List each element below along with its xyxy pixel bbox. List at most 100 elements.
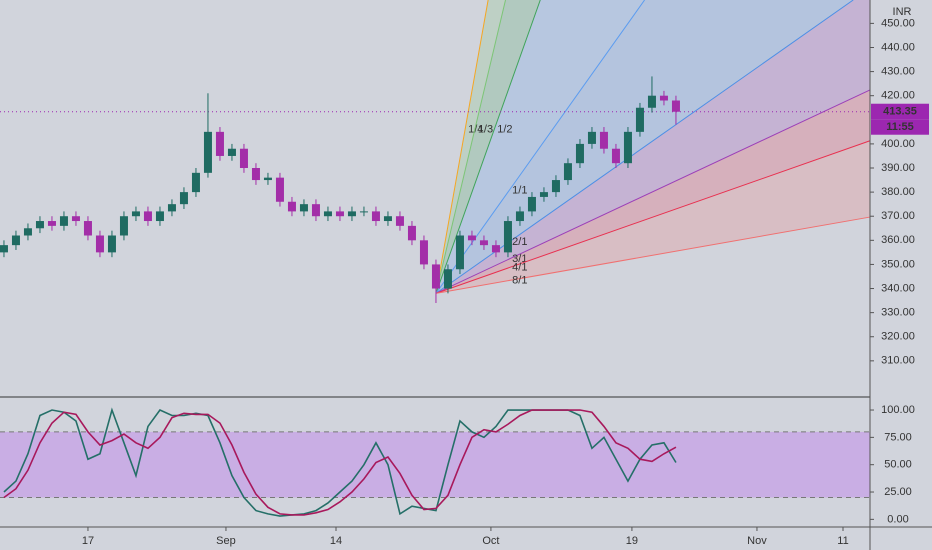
candle-body — [263, 177, 272, 181]
candle-body — [275, 177, 284, 202]
y-tick-label: 370.00 — [881, 210, 915, 222]
fan-label: 3/1 — [512, 253, 527, 265]
candle-body — [395, 216, 404, 226]
candle-body — [443, 269, 452, 289]
fan-label: 1/4 — [468, 123, 483, 135]
candle-body — [215, 131, 224, 156]
candle-body — [191, 172, 200, 193]
candle-body — [635, 107, 644, 132]
candle-body — [371, 211, 380, 222]
candle-body — [71, 216, 80, 222]
candle-body — [23, 228, 32, 236]
stoch-line — [3, 409, 677, 516]
candle-body — [479, 240, 488, 246]
countdown-tag — [871, 119, 929, 135]
candle-body — [647, 95, 656, 108]
candle-body — [0, 245, 8, 253]
x-tick-label: 14 — [330, 535, 342, 547]
stoch-tick-label: 25.00 — [884, 486, 912, 498]
y-tick-label: 400.00 — [881, 138, 915, 150]
candle-body — [251, 168, 260, 181]
x-tick-label: Sep — [216, 535, 236, 547]
fan-label: 2/1 — [512, 236, 527, 248]
y-tick-label: 420.00 — [881, 90, 915, 102]
fan-label: 8/1 — [512, 274, 527, 286]
candle-body — [47, 221, 56, 226]
stoch-tick-label: 75.00 — [884, 431, 912, 443]
x-tick-label: 11 — [837, 535, 848, 547]
candle-body — [431, 264, 440, 289]
candle-body — [575, 143, 584, 164]
y-tick-label: 320.00 — [881, 331, 915, 343]
candle-body — [623, 131, 632, 164]
candle-body — [359, 211, 368, 213]
stoch-band — [0, 431, 870, 498]
candle-body — [131, 211, 140, 217]
stoch-tick-label: 0.00 — [887, 513, 908, 525]
fan-line — [435, 216, 871, 294]
fan-zone — [435, 0, 870, 294]
candle-body — [599, 131, 608, 149]
candle-body — [335, 211, 344, 217]
fan-line — [435, 0, 489, 294]
x-tick-label: Oct — [482, 535, 499, 547]
candle-body — [83, 221, 92, 236]
y-tick-label: 390.00 — [881, 162, 915, 174]
candle-body — [383, 216, 392, 222]
x-tick-label: Nov — [747, 535, 767, 547]
candle-body — [203, 131, 212, 173]
x-tick-label: 17 — [82, 535, 94, 547]
candle-body — [95, 235, 104, 253]
candle-body — [155, 211, 164, 222]
candle-body — [347, 211, 356, 217]
price-pane — [0, 76, 870, 303]
candle-body — [59, 216, 68, 226]
candle-body — [491, 245, 500, 253]
y-tick-label: 430.00 — [881, 65, 915, 77]
fan-line — [435, 140, 871, 294]
candle-body — [503, 221, 512, 253]
fan-label: 1/3 — [478, 123, 493, 135]
candle-body — [239, 148, 248, 169]
fan-line — [435, 0, 541, 294]
y-tick-label: 340.00 — [881, 282, 915, 294]
candle-body — [323, 211, 332, 217]
fan-line — [435, 0, 506, 294]
candle-body — [407, 225, 416, 241]
candle-body — [419, 240, 428, 265]
candle-body — [659, 95, 668, 101]
candle-body — [287, 201, 296, 212]
candle-body — [551, 180, 560, 193]
candle-body — [179, 192, 188, 205]
candle-body — [467, 235, 476, 241]
fan-label: 4/1 — [512, 262, 527, 274]
x-tick-label: 19 — [626, 535, 638, 547]
candle-body — [143, 211, 152, 222]
currency: INR — [893, 6, 912, 18]
candle-body — [299, 204, 308, 212]
candle-body — [35, 221, 44, 229]
last-price-label: 413.35 — [883, 106, 917, 118]
y-tick-label: 360.00 — [881, 234, 915, 246]
stochastic-pane — [0, 407, 870, 517]
candle-body — [539, 192, 548, 197]
candle-body — [563, 163, 572, 181]
countdown-label: 11:55 — [886, 121, 914, 133]
fan-line — [435, 89, 871, 294]
fan-line — [435, 0, 645, 294]
candle-body — [107, 235, 116, 253]
stoch-tick-label: 50.00 — [884, 459, 912, 471]
fan-label: 1/1 — [512, 184, 527, 196]
y-tick-label: 350.00 — [881, 258, 915, 270]
y-tick-label: 380.00 — [881, 186, 915, 198]
gann-fan: 1/41/3 1/2 1/1 2/1 3/14/18/1 — [435, 0, 871, 294]
candle-body — [11, 235, 20, 246]
last-price-tag — [871, 103, 929, 120]
fan-label: 1/2 — [497, 123, 512, 135]
candle-body — [167, 204, 176, 212]
candle-body — [587, 131, 596, 144]
candle-body — [227, 148, 236, 156]
candle-body — [671, 100, 680, 112]
candle-body — [611, 148, 620, 164]
